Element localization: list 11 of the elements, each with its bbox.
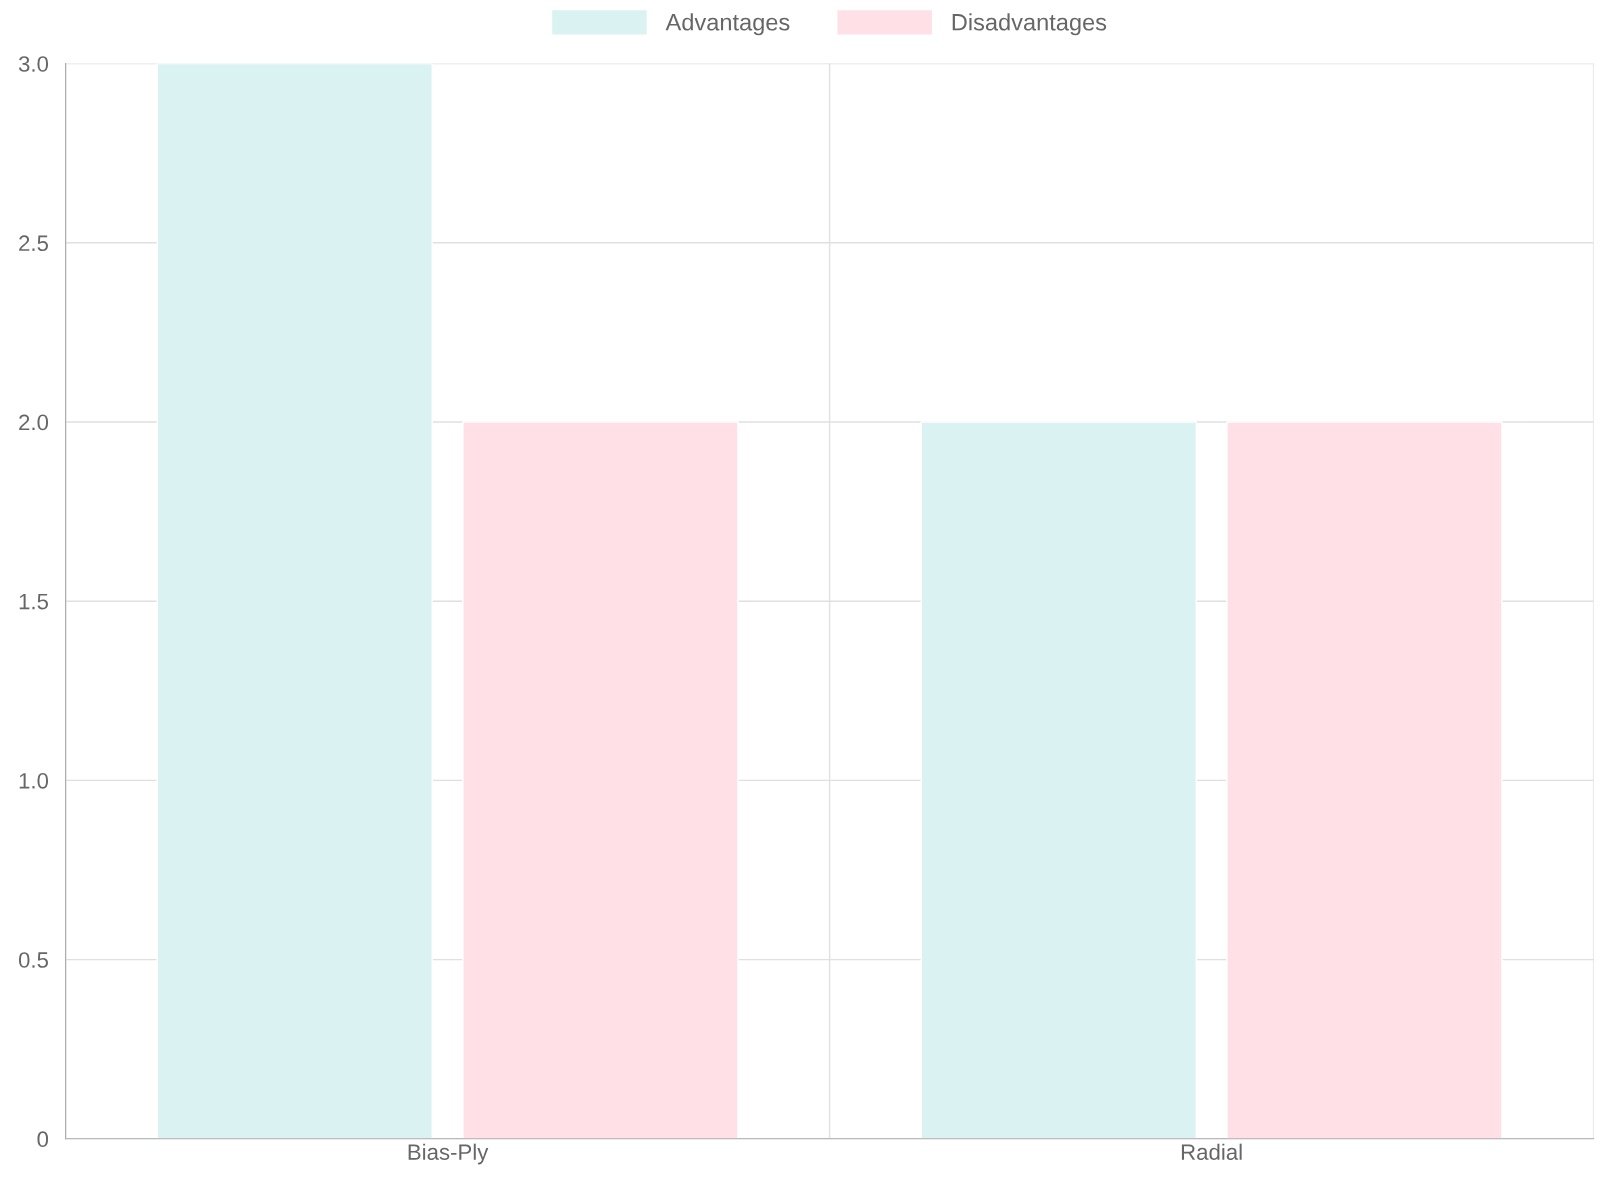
y-tick-label: 2.5 — [19, 235, 48, 252]
legend-label: Disadvantages — [952, 13, 1107, 36]
y-tick-label: 3.0 — [18, 56, 49, 72]
x-tick-label: Radial — [1181, 1143, 1242, 1160]
y-tick-label: 2.0 — [19, 414, 49, 431]
y-tick-label: 0.5 — [18, 952, 48, 968]
y-tick-label: 0 — [37, 1131, 49, 1148]
x-tick-label: Bias-Ply — [408, 1143, 489, 1165]
y-tick-label: 1.0 — [19, 772, 49, 789]
legend-label: Advantages — [665, 13, 790, 36]
y-tick-label: 1.5 — [19, 593, 48, 610]
